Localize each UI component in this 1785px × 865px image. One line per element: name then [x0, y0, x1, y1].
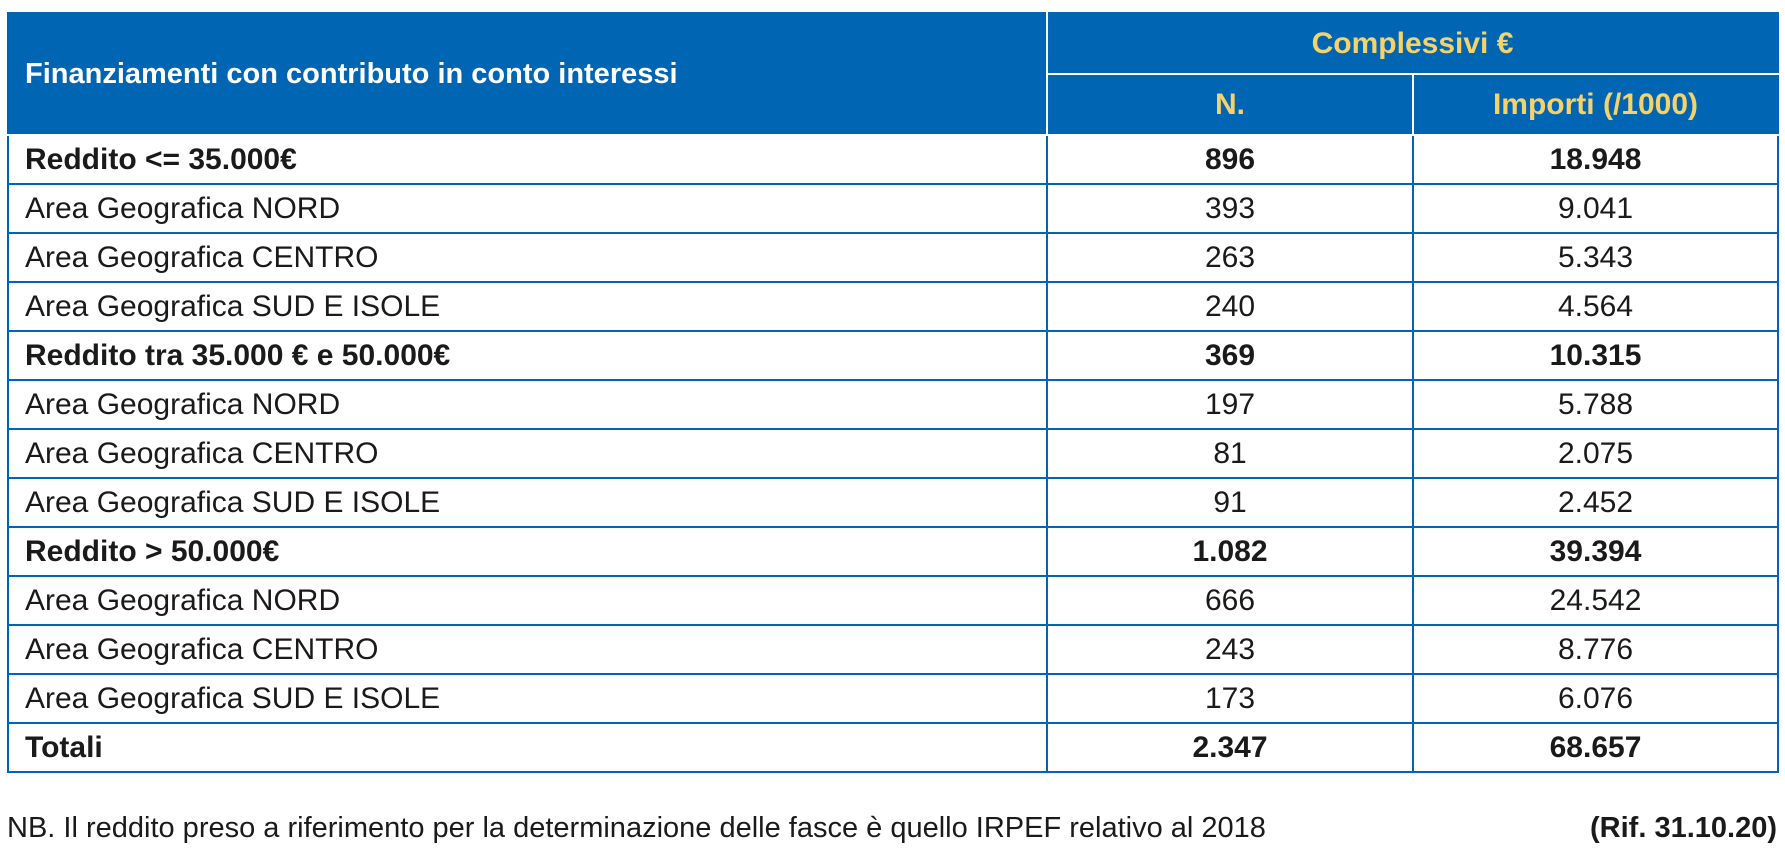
cell-importi: 10.315	[1411, 330, 1780, 381]
table-row: Area Geografica CENTRO 81 2.075	[7, 428, 1780, 479]
cell-importi: 6.076	[1411, 673, 1780, 724]
table-title: Finanziamenti con contributo in conto in…	[7, 12, 1048, 136]
cell-n: 1.082	[1046, 526, 1414, 577]
row-label: Area Geografica SUD E ISOLE	[7, 673, 1048, 724]
table-body: Reddito <= 35.000€ 896 18.948 Area Geografi…	[7, 134, 1780, 773]
row-label: Reddito <= 35.000€	[7, 134, 1048, 185]
footnote: NB. Il reddito preso a riferimento per l…	[7, 808, 1777, 848]
cell-n: 197	[1046, 379, 1414, 430]
cell-n: 369	[1046, 330, 1414, 381]
row-label: Area Geografica NORD	[7, 183, 1048, 234]
row-label: Area Geografica NORD	[7, 575, 1048, 626]
table-row: Area Geografica NORD 197 5.788	[7, 379, 1780, 430]
cell-importi: 18.948	[1411, 134, 1780, 185]
table-row: Area Geografica CENTRO 243 8.776	[7, 624, 1780, 675]
table-row: Area Geografica SUD E ISOLE 173 6.076	[7, 673, 1780, 724]
row-label: Reddito > 50.000€	[7, 526, 1048, 577]
cell-importi: 2.452	[1411, 477, 1780, 528]
row-label: Area Geografica CENTRO	[7, 624, 1048, 675]
header-row-columns: N. Importi (/1000)	[8, 73, 1780, 136]
row-label: Area Geografica SUD E ISOLE	[7, 281, 1048, 332]
row-label: Area Geografica SUD E ISOLE	[7, 477, 1048, 528]
table-row: Area Geografica NORD 393 9.041	[7, 183, 1780, 234]
cell-n: 91	[1046, 477, 1414, 528]
column-header-importi: Importi (/1000)	[1411, 73, 1780, 136]
table-row-subtotal: Reddito > 50.000€ 1.082 39.394	[7, 526, 1780, 577]
header-row-group: Finanziamenti con contributo in conto in…	[7, 12, 1780, 136]
cell-n: 81	[1046, 428, 1414, 479]
cell-importi: 8.776	[1411, 624, 1780, 675]
cell-n: 393	[1046, 183, 1414, 234]
table-row: Area Geografica CENTRO 263 5.343	[7, 232, 1780, 283]
cell-importi: 5.343	[1411, 232, 1780, 283]
cell-n: 173	[1046, 673, 1414, 724]
cell-n: 243	[1046, 624, 1414, 675]
footnote-reference: (Rif. 31.10.20)	[1590, 811, 1777, 844]
table-row: Area Geografica SUD E ISOLE 240 4.564	[7, 281, 1780, 332]
table-row-subtotal: Reddito <= 35.000€ 896 18.948	[7, 134, 1780, 185]
row-label: Area Geografica CENTRO	[7, 232, 1048, 283]
cell-n: 896	[1046, 134, 1414, 185]
column-group-header: Complessivi €	[1045, 12, 1780, 75]
table-row: Area Geografica NORD 666 24.542	[7, 575, 1780, 626]
cell-n: 240	[1046, 281, 1414, 332]
row-label: Area Geografica NORD	[7, 379, 1048, 430]
cell-importi: 4.564	[1411, 281, 1780, 332]
footnote-text: NB. Il reddito preso a riferimento per l…	[7, 811, 1266, 844]
financing-table: Finanziamenti con contributo in conto in…	[7, 12, 1780, 773]
table-header: Finanziamenti con contributo in conto in…	[7, 12, 1780, 136]
row-label: Reddito tra 35.000 € e 50.000€	[7, 330, 1048, 381]
cell-importi: 2.075	[1411, 428, 1780, 479]
cell-importi: 9.041	[1411, 183, 1780, 234]
cell-n: 263	[1046, 232, 1414, 283]
cell-importi: 5.788	[1411, 379, 1780, 430]
table-row-subtotal: Reddito tra 35.000 € e 50.000€ 369 10.315	[7, 330, 1780, 381]
table-row: Area Geografica SUD E ISOLE 91 2.452	[7, 477, 1780, 528]
data-table-container: Finanziamenti con contributo in conto in…	[7, 12, 1780, 773]
cell-importi: 24.542	[1411, 575, 1780, 626]
column-header-n: N.	[1046, 73, 1414, 136]
table-row-subtotal: Totali 2.347 68.657	[7, 722, 1780, 773]
cell-importi: 68.657	[1411, 722, 1780, 773]
row-label: Area Geografica CENTRO	[7, 428, 1048, 479]
row-label: Totali	[7, 722, 1048, 773]
cell-importi: 39.394	[1411, 526, 1780, 577]
cell-n: 2.347	[1046, 722, 1414, 773]
cell-n: 666	[1046, 575, 1414, 626]
